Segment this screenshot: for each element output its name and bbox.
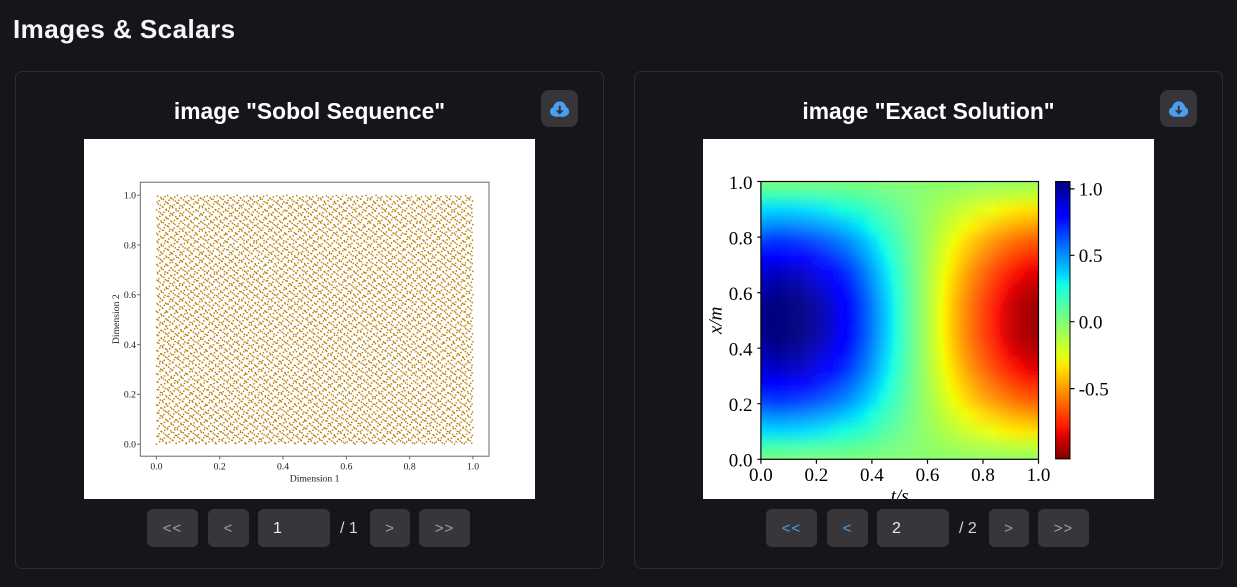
svg-text:0.6: 0.6 bbox=[729, 284, 753, 305]
svg-text:1.0: 1.0 bbox=[1079, 180, 1103, 201]
svg-text:0.2: 0.2 bbox=[214, 462, 226, 473]
svg-text:0.0: 0.0 bbox=[150, 462, 162, 473]
svg-text:0.0: 0.0 bbox=[749, 465, 773, 486]
svg-text:0.0: 0.0 bbox=[124, 440, 136, 451]
svg-text:0.4: 0.4 bbox=[729, 340, 753, 361]
svg-text:t/s: t/s bbox=[891, 486, 909, 499]
svg-text:0.6: 0.6 bbox=[124, 290, 136, 301]
svg-text:0.2: 0.2 bbox=[729, 395, 753, 416]
svg-text:0.4: 0.4 bbox=[124, 340, 136, 351]
svg-text:0.2: 0.2 bbox=[124, 390, 136, 401]
svg-text:Dimension 1: Dimension 1 bbox=[290, 474, 340, 485]
svg-text:-0.5: -0.5 bbox=[1079, 379, 1109, 400]
svg-text:1.0: 1.0 bbox=[467, 462, 479, 473]
svg-text:0.4: 0.4 bbox=[860, 465, 884, 486]
svg-text:0.2: 0.2 bbox=[805, 465, 829, 486]
svg-text:1.0: 1.0 bbox=[1027, 465, 1051, 486]
svg-text:1.0: 1.0 bbox=[124, 191, 136, 202]
svg-text:0.0: 0.0 bbox=[1079, 312, 1103, 333]
svg-text:0.6: 0.6 bbox=[340, 462, 352, 473]
svg-text:0.8: 0.8 bbox=[404, 462, 416, 473]
svg-text:0.6: 0.6 bbox=[916, 465, 940, 486]
svg-text:0.0: 0.0 bbox=[729, 451, 753, 472]
svg-text:0.8: 0.8 bbox=[124, 240, 136, 251]
svg-text:x/m: x/m bbox=[706, 307, 727, 335]
svg-text:0.8: 0.8 bbox=[971, 465, 995, 486]
svg-text:0.4: 0.4 bbox=[277, 462, 289, 473]
svg-text:0.8: 0.8 bbox=[729, 229, 753, 250]
svg-text:Dimension 2: Dimension 2 bbox=[111, 294, 122, 344]
svg-text:0.5: 0.5 bbox=[1079, 246, 1103, 267]
svg-text:1.0: 1.0 bbox=[729, 173, 753, 194]
